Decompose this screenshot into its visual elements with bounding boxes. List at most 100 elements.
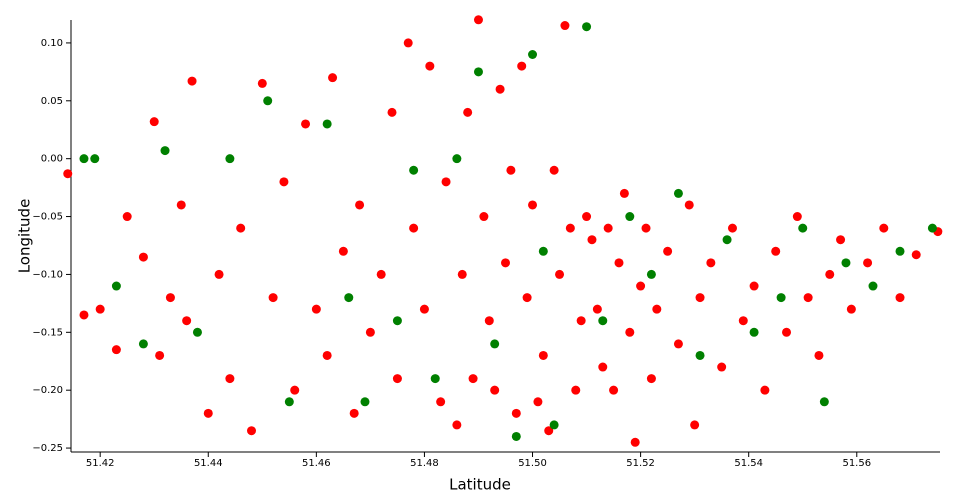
point [522, 293, 532, 303]
point [760, 385, 770, 395]
point [479, 212, 489, 222]
point [814, 350, 824, 360]
point [528, 200, 538, 210]
point [225, 154, 235, 164]
point [501, 258, 510, 268]
point [138, 252, 148, 262]
point [468, 374, 478, 384]
point [868, 281, 878, 291]
point [463, 107, 473, 117]
point [646, 374, 656, 384]
point [257, 78, 267, 88]
point [538, 350, 548, 360]
point [176, 200, 186, 210]
point [819, 397, 829, 407]
point [646, 269, 656, 279]
point [392, 374, 402, 384]
point [155, 350, 165, 360]
point [138, 339, 148, 349]
point [473, 15, 483, 25]
point [598, 316, 608, 326]
point [338, 246, 348, 256]
y-tick-label: −0.05 [32, 212, 63, 223]
point [727, 223, 737, 233]
point [911, 250, 921, 260]
point [160, 146, 170, 156]
point [549, 165, 559, 175]
point [549, 420, 559, 430]
point [722, 235, 732, 245]
point [409, 223, 419, 233]
point [619, 188, 629, 198]
point [614, 258, 624, 268]
point [365, 327, 375, 337]
point [749, 281, 759, 291]
point [636, 281, 646, 291]
point [225, 374, 235, 384]
y-tick-label: 0.05 [41, 96, 63, 107]
point [284, 397, 294, 407]
point [149, 117, 159, 127]
point [695, 350, 705, 360]
point [836, 235, 846, 245]
y-tick-label: −0.10 [32, 269, 63, 280]
point [565, 223, 575, 233]
point [825, 269, 835, 279]
point [749, 327, 759, 337]
point [490, 385, 500, 395]
point [311, 304, 321, 314]
point [673, 339, 683, 349]
point [203, 408, 213, 418]
point [263, 96, 273, 106]
point [506, 165, 516, 175]
point [695, 293, 705, 303]
point [192, 327, 202, 337]
point [571, 385, 581, 395]
point [895, 246, 905, 256]
point [625, 327, 635, 337]
point [782, 327, 792, 337]
point [360, 397, 370, 407]
point [290, 385, 300, 395]
point [95, 304, 105, 314]
point [582, 22, 592, 32]
x-tick-label: 51.52 [626, 458, 655, 469]
point [528, 49, 538, 59]
point [344, 293, 354, 303]
point [182, 316, 192, 326]
point [641, 223, 651, 233]
point [841, 258, 851, 268]
x-tick-label: 51.50 [518, 458, 547, 469]
point [484, 316, 494, 326]
y-tick-label: −0.20 [32, 385, 63, 396]
point [419, 304, 429, 314]
point [684, 200, 694, 210]
point [111, 345, 121, 355]
point [879, 223, 889, 233]
x-tick-label: 51.44 [194, 458, 223, 469]
point [517, 61, 527, 71]
point [322, 119, 332, 129]
point [603, 223, 613, 233]
point [533, 397, 543, 407]
point [717, 362, 727, 372]
x-axis-title: Latitude [449, 476, 511, 494]
point [392, 316, 402, 326]
point [576, 316, 586, 326]
point [328, 73, 338, 83]
point [452, 154, 462, 164]
point [555, 269, 565, 279]
point [776, 293, 786, 303]
point [355, 200, 365, 210]
point [927, 223, 937, 233]
point [706, 258, 716, 268]
point [79, 310, 89, 320]
point [625, 212, 635, 222]
y-tick-label: 0.00 [41, 154, 63, 165]
point [473, 67, 483, 77]
y-tick-label: −0.25 [32, 443, 63, 454]
point [798, 223, 808, 233]
point [544, 426, 554, 436]
point [165, 293, 175, 303]
